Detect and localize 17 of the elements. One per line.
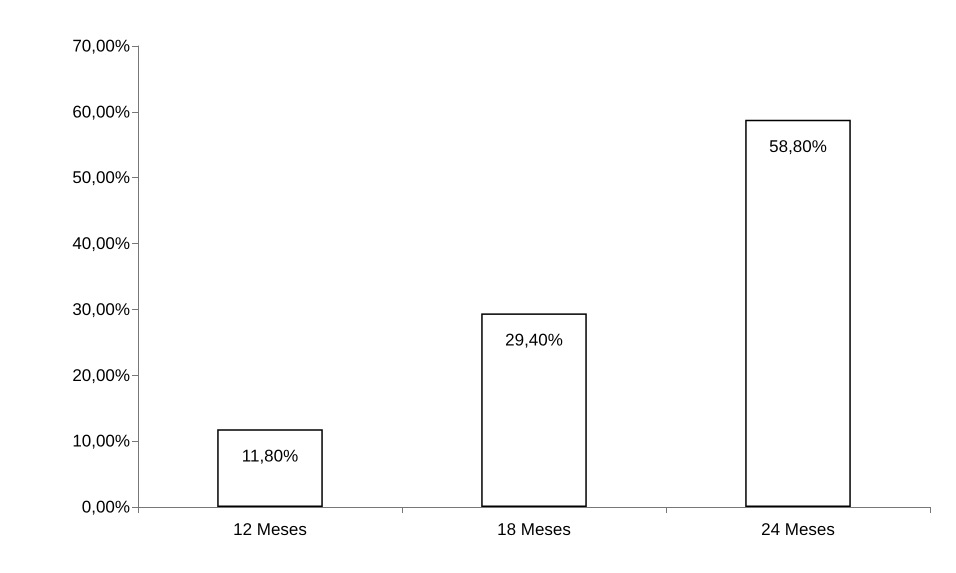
data-label: 29,40% (505, 330, 563, 350)
y-tick-label: 10,00% (72, 432, 130, 451)
bar (481, 313, 587, 507)
x-tick-label: 24 Meses (761, 520, 835, 539)
y-tick-label: 50,00% (72, 168, 130, 188)
y-tick-label: 40,00% (72, 234, 130, 254)
y-tick-label: 60,00% (72, 102, 130, 122)
data-label: 11,80% (242, 446, 298, 466)
y-tick-label: 30,00% (72, 300, 130, 319)
data-label: 58,80% (769, 136, 827, 156)
bar (217, 429, 323, 507)
y-tick-label: 0,00% (82, 498, 130, 516)
x-tick-label: 12 Meses (233, 520, 307, 539)
y-tick-label: 70,00% (72, 36, 130, 56)
y-tick-label: 20,00% (72, 366, 130, 385)
bar (745, 120, 851, 507)
x-tick-label: 18 Meses (497, 520, 571, 539)
